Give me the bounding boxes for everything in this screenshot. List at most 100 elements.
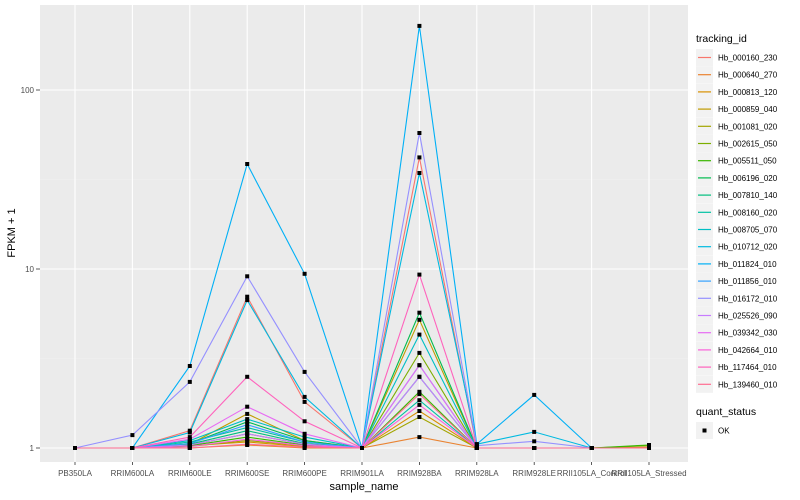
data-point-Hb_000160_230	[302, 399, 307, 404]
data-point-Hb_011824_010	[532, 392, 537, 397]
data-point-Hb_016172_010	[302, 369, 307, 374]
data-point-Hb_042664_010	[417, 402, 422, 407]
legend-label: Hb_007810_140	[718, 191, 778, 200]
data-point-Hb_011824_010	[417, 23, 422, 28]
data-point-Hb_117464_010	[302, 419, 307, 424]
data-point-Hb_000813_120	[417, 409, 422, 413]
major-gridlines	[40, 5, 688, 462]
data-point-Hb_139460_010	[245, 442, 250, 447]
data-point-Hb_010712_020	[417, 171, 422, 175]
legend-label: Hb_005511_050	[718, 157, 777, 166]
legend-label: Hb_002615_050	[718, 140, 778, 149]
data-point-Hb_007810_140	[245, 428, 250, 433]
x-tick-label: RRIM928LA	[455, 469, 499, 478]
data-point-Hb_139460_010	[647, 446, 651, 450]
data-point-Hb_008160_020	[417, 398, 422, 403]
legend-label: Hb_139460_010	[718, 380, 778, 389]
data-point-Hb_011856_010	[245, 422, 250, 427]
data-point-Hb_000859_040	[417, 317, 422, 322]
data-point-Hb_117464_010	[245, 374, 250, 379]
data-point-Hb_016172_010	[474, 443, 479, 448]
data-point-Hb_011824_010	[245, 162, 250, 166]
data-point-Hb_011824_010	[302, 271, 307, 276]
data-point-Hb_005511_050	[417, 389, 422, 394]
legend-label: Hb_000160_230	[718, 54, 778, 63]
data-point-Hb_139460_010	[360, 446, 364, 450]
data-points	[73, 23, 651, 450]
data-point-Hb_139460_010	[589, 446, 594, 450]
data-point-Hb_011824_010	[187, 364, 192, 368]
legend-title-quant-status: quant_status	[696, 406, 756, 418]
y-axis: 1 10 100	[21, 86, 40, 453]
data-point-Hb_139460_010	[187, 446, 192, 450]
legend-label: Hb_117464_010	[718, 363, 777, 372]
data-point-Hb_039342_030	[417, 363, 422, 368]
legend-point-ok-icon	[702, 428, 707, 433]
x-axis: PB350LA RRIM600LA RRIM600LE RRIM600SE RRIM60…	[58, 462, 687, 478]
data-point-Hb_139460_010	[302, 445, 307, 450]
x-tick-label: RRIM600PE	[282, 469, 326, 478]
data-point-Hb_016172_010	[532, 439, 537, 444]
legend-label: Hb_000859_040	[718, 105, 778, 114]
data-point-Hb_117464_010	[187, 435, 192, 440]
legend-label-ok: OK	[718, 427, 730, 436]
legend-label: Hb_010712_020	[718, 243, 778, 252]
x-tick-label: RRIM600LA	[111, 469, 155, 478]
data-point-Hb_008160_020	[245, 425, 250, 430]
data-point-Hb_011856_010	[302, 440, 307, 444]
data-point-Hb_139460_010	[417, 392, 422, 397]
data-point-Hb_117464_010	[417, 272, 422, 277]
data-point-Hb_006196_020	[245, 419, 250, 424]
data-point-Hb_008705_070	[417, 332, 422, 337]
x-tick-label: RRII105LA_Control	[557, 469, 627, 478]
data-point-Hb_000640_270	[417, 435, 422, 440]
y-axis-title: FPKM + 1	[6, 208, 18, 257]
x-tick-label: RRIM600LE	[168, 469, 212, 478]
data-point-Hb_000859_040	[245, 411, 250, 416]
legend-label: Hb_011856_010	[718, 277, 777, 286]
data-point-Hb_042664_010	[245, 437, 250, 442]
y-tick-label: 100	[21, 86, 35, 95]
data-point-Hb_039342_030	[187, 437, 192, 442]
data-point-Hb_016172_010	[130, 433, 135, 438]
data-point-Hb_139460_010	[474, 446, 479, 450]
y-tick-label: 1	[30, 444, 35, 453]
data-point-Hb_002615_050	[417, 350, 422, 355]
plot-panel	[40, 5, 688, 462]
x-tick-label: RRIM928BA	[397, 469, 442, 478]
data-point-Hb_139460_010	[73, 446, 77, 450]
data-point-Hb_010712_020	[532, 429, 537, 434]
data-point-Hb_010712_020	[302, 394, 307, 399]
x-tick-label: RRIM928LE	[512, 469, 556, 478]
data-point-Hb_139460_010	[532, 446, 537, 450]
legend: tracking_id Hb_000160_230 Hb_000640_270 Hb…	[696, 33, 778, 439]
legend-label: Hb_000640_270	[718, 71, 778, 80]
data-point-Hb_025526_090	[245, 431, 250, 436]
legend-label: Hb_006196_020	[718, 174, 778, 183]
legend-label: Hb_000813_120	[718, 88, 778, 97]
legend-label: Hb_008705_070	[718, 226, 778, 235]
data-point-Hb_000160_230	[245, 294, 250, 299]
legend-label: Hb_016172_010	[718, 294, 778, 303]
data-point-Hb_010712_020	[187, 430, 192, 435]
legend-label: Hb_042664_010	[718, 346, 778, 355]
legend-title-tracking-id: tracking_id	[696, 33, 747, 45]
data-point-Hb_005511_050	[245, 435, 250, 440]
data-point-Hb_016172_010	[245, 274, 250, 279]
x-tick-label: RRII105LA_Stressed	[611, 469, 686, 478]
data-point-Hb_000160_230	[417, 155, 422, 160]
minor-gridlines	[40, 179, 688, 359]
data-point-Hb_025526_090	[417, 374, 422, 379]
data-point-Hb_039342_030	[245, 404, 250, 409]
data-point-Hb_008705_070	[245, 417, 250, 422]
x-axis-title: sample_name	[329, 481, 398, 493]
y-tick-label: 10	[25, 265, 34, 274]
legend-label: Hb_001081_020	[718, 122, 778, 131]
data-point-Hb_039342_030	[302, 431, 307, 436]
data-point-Hb_016172_010	[417, 131, 422, 135]
legend-label: Hb_008160_020	[718, 208, 778, 217]
legend-label: Hb_025526_090	[718, 312, 778, 321]
x-tick-label: RRIM600SE	[225, 469, 269, 478]
x-tick-label: RRIM901LA	[340, 469, 384, 478]
